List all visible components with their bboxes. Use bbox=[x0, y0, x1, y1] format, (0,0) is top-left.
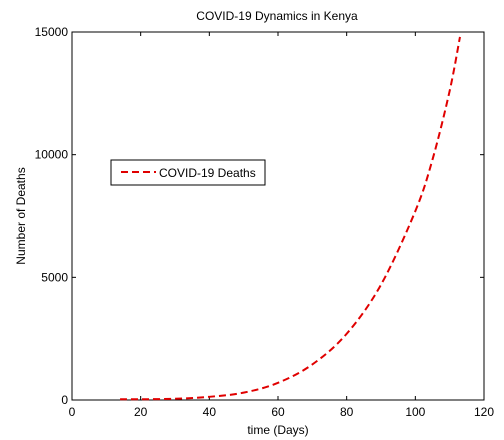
x-tick-label: 120 bbox=[474, 405, 494, 419]
y-axis: 0 5000 10000 15000 bbox=[35, 25, 484, 407]
series-line-covid-deaths bbox=[120, 36, 461, 401]
x-tick-label: 40 bbox=[203, 405, 217, 419]
x-tick-label: 80 bbox=[340, 405, 354, 419]
plot-area bbox=[71, 31, 485, 401]
x-axis: 0 20 40 60 80 100 120 bbox=[69, 32, 494, 419]
legend-label-covid-deaths: COVID-19 Deaths bbox=[159, 166, 256, 180]
y-tick-label: 15000 bbox=[35, 25, 69, 39]
x-tick-label: 100 bbox=[405, 405, 425, 419]
x-tick-label: 20 bbox=[134, 405, 148, 419]
x-axis-label: time (Days) bbox=[247, 423, 308, 437]
x-tick-label: 0 bbox=[69, 405, 76, 419]
y-tick-label: 10000 bbox=[35, 148, 69, 162]
y-axis-label: Number of Deaths bbox=[14, 167, 28, 264]
y-tick-label: 5000 bbox=[41, 270, 68, 284]
chart-title: COVID-19 Dynamics in Kenya bbox=[196, 9, 358, 23]
x-tick-label: 60 bbox=[271, 405, 285, 419]
legend: COVID-19 Deaths bbox=[110, 159, 266, 186]
y-tick-label: 0 bbox=[61, 393, 68, 407]
